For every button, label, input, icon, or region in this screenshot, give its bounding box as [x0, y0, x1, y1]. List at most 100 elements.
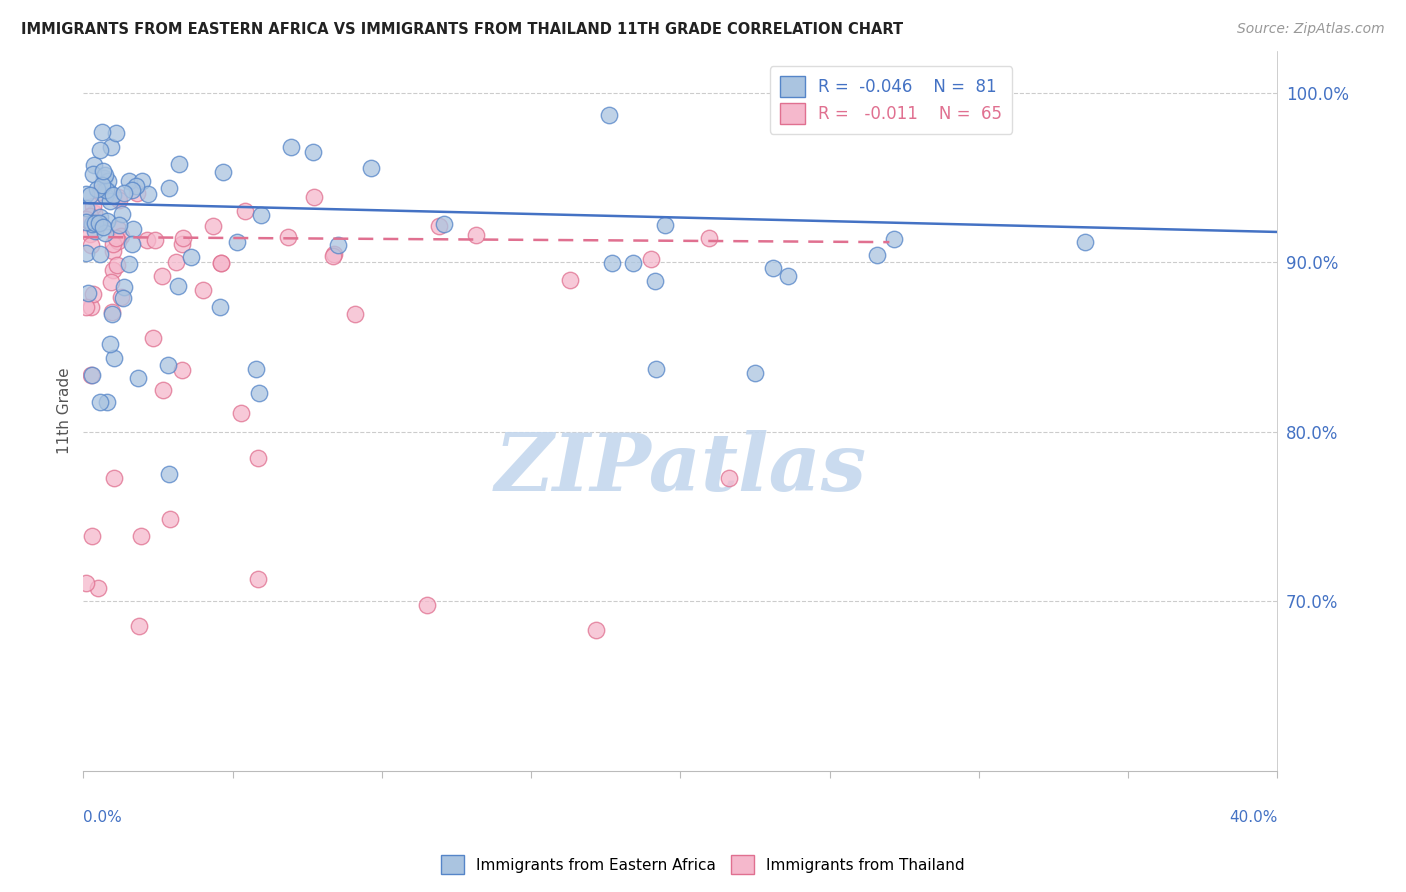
Point: [80, 217, 103, 231]
Point: [654, 218, 676, 232]
Point: [91, 126, 114, 140]
Point: [118, 256, 141, 270]
Point: [111, 291, 134, 305]
Point: [246, 572, 269, 586]
Point: [107, 222, 129, 236]
Point: [226, 235, 249, 249]
Point: [94, 183, 117, 197]
Point: [121, 237, 143, 252]
Point: [138, 187, 160, 202]
Point: [280, 140, 302, 154]
Point: [250, 208, 273, 222]
Legend: Immigrants from Eastern Africa, Immigrants from Thailand: Immigrants from Eastern Africa, Immigran…: [434, 849, 972, 880]
Point: [344, 307, 367, 321]
Point: [644, 362, 666, 376]
Point: [121, 183, 143, 197]
Legend: R =  -0.046    N =  81, R =   -0.011    N =  65: R = -0.046 N = 81, R = -0.011 N = 65: [770, 66, 1012, 134]
Point: [304, 190, 326, 204]
Point: [322, 248, 344, 262]
Point: [776, 269, 799, 284]
Point: [465, 228, 488, 243]
Point: [108, 194, 131, 208]
Point: [97, 174, 120, 188]
Point: [75, 300, 97, 314]
Point: [744, 366, 766, 380]
Point: [75, 211, 97, 226]
Point: [87, 581, 110, 595]
Point: [96, 214, 118, 228]
Point: [107, 234, 129, 248]
Point: [112, 280, 135, 294]
Point: [180, 251, 202, 265]
Point: [602, 255, 624, 269]
Point: [97, 184, 120, 198]
Point: [129, 528, 152, 542]
Point: [122, 222, 145, 236]
Text: Source: ZipAtlas.com: Source: ZipAtlas.com: [1237, 22, 1385, 37]
Point: [247, 450, 270, 465]
Point: [718, 471, 741, 485]
Point: [128, 619, 150, 633]
Point: [211, 165, 233, 179]
Point: [101, 307, 124, 321]
Point: [125, 179, 148, 194]
Point: [159, 512, 181, 526]
Point: [89, 217, 111, 231]
Point: [585, 623, 607, 637]
Point: [301, 145, 323, 159]
Point: [91, 164, 114, 178]
Point: [107, 190, 129, 204]
Point: [416, 598, 439, 612]
Point: [157, 467, 180, 482]
Point: [75, 245, 97, 260]
Point: [103, 470, 125, 484]
Point: [94, 169, 117, 183]
Point: [142, 331, 165, 345]
Point: [82, 287, 104, 301]
Point: [89, 394, 111, 409]
Point: [75, 576, 97, 591]
Point: [172, 231, 194, 245]
Point: [433, 217, 456, 231]
Point: [172, 363, 194, 377]
Point: [89, 185, 111, 199]
Point: [98, 337, 121, 351]
Point: [110, 290, 132, 304]
Point: [191, 283, 214, 297]
Point: [100, 139, 122, 153]
Point: [326, 238, 349, 252]
Point: [166, 279, 188, 293]
Point: [277, 230, 299, 244]
Point: [75, 215, 97, 229]
Point: [91, 178, 114, 193]
Point: [80, 238, 103, 252]
Point: [86, 182, 108, 196]
Point: [80, 368, 103, 383]
Point: [866, 248, 889, 262]
Point: [1074, 235, 1097, 249]
Point: [101, 263, 124, 277]
Point: [89, 143, 111, 157]
Point: [77, 214, 100, 228]
Point: [644, 274, 666, 288]
Point: [80, 368, 103, 383]
Point: [233, 204, 256, 219]
Point: [98, 194, 121, 209]
Text: ZIPatlas: ZIPatlas: [495, 430, 866, 507]
Point: [697, 230, 720, 244]
Point: [209, 256, 232, 270]
Point: [108, 218, 131, 232]
Point: [360, 161, 382, 175]
Text: IMMIGRANTS FROM EASTERN AFRICA VS IMMIGRANTS FROM THAILAND 11TH GRADE CORRELATIO: IMMIGRANTS FROM EASTERN AFRICA VS IMMIGR…: [21, 22, 903, 37]
Text: 40.0%: 40.0%: [1229, 810, 1278, 825]
Point: [152, 383, 174, 397]
Point: [208, 300, 231, 314]
Point: [157, 358, 180, 372]
Point: [79, 188, 101, 202]
Point: [621, 256, 644, 270]
Point: [143, 233, 166, 247]
Point: [231, 406, 253, 420]
Point: [105, 258, 128, 272]
Point: [93, 171, 115, 186]
Point: [94, 226, 117, 240]
